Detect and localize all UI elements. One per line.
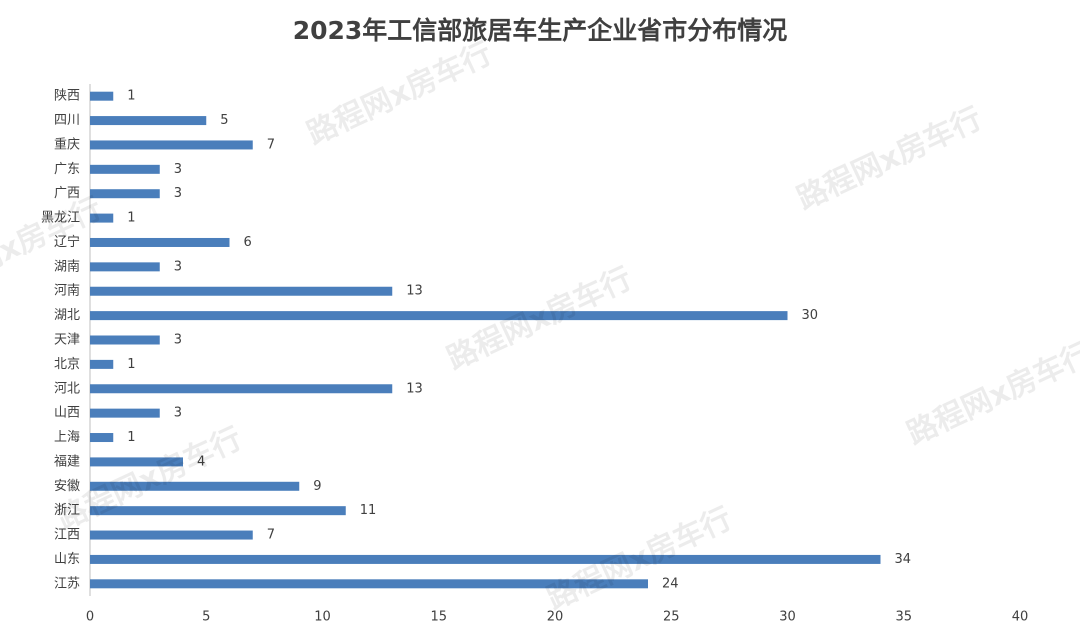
- x-tick-label: 10: [314, 610, 331, 625]
- y-tick-label: 广东: [54, 162, 80, 177]
- y-tick-label: 浙江: [54, 503, 80, 518]
- y-tick-label: 重庆: [54, 136, 80, 152]
- data-label: 30: [802, 308, 819, 323]
- data-label: 6: [244, 235, 252, 250]
- data-label: 4: [197, 454, 205, 469]
- data-label: 13: [406, 381, 423, 396]
- data-label: 3: [174, 333, 182, 348]
- bar: [90, 335, 160, 345]
- data-label: 13: [406, 284, 423, 299]
- bar: [90, 457, 183, 467]
- x-tick-label: 0: [86, 610, 94, 625]
- bar: [90, 530, 253, 540]
- bar: [90, 579, 648, 589]
- bar: [90, 116, 207, 126]
- bar: [90, 140, 253, 150]
- y-tick-label: 陕西: [54, 89, 80, 104]
- data-label: 3: [174, 406, 182, 421]
- bar: [90, 384, 393, 394]
- y-tick-label: 广西: [54, 186, 80, 201]
- data-label: 3: [174, 186, 182, 201]
- bar: [90, 262, 160, 272]
- bar: [90, 91, 114, 101]
- y-tick-label: 辽宁: [54, 234, 80, 250]
- y-tick-label: 福建: [54, 454, 80, 469]
- x-tick-label: 15: [430, 610, 447, 625]
- x-tick-label: 5: [202, 610, 210, 625]
- bar: [90, 311, 788, 321]
- y-tick-label: 湖北: [54, 308, 80, 323]
- y-tick-label: 上海: [54, 430, 80, 445]
- bar: [90, 286, 393, 296]
- data-label: 3: [174, 259, 182, 274]
- y-tick-label: 山西: [54, 406, 80, 421]
- x-tick-label: 20: [547, 610, 564, 625]
- y-tick-label: 安徽: [54, 479, 80, 494]
- bar: [90, 481, 300, 491]
- data-label: 1: [127, 357, 135, 372]
- data-label: 9: [313, 479, 321, 494]
- x-tick-label: 35: [895, 610, 912, 625]
- bar: [90, 164, 160, 174]
- bar: [90, 359, 114, 369]
- x-tick-label: 25: [663, 610, 680, 625]
- bar: [90, 213, 114, 223]
- bar: [90, 189, 160, 199]
- y-tick-label: 四川: [54, 113, 80, 128]
- y-tick-label: 江苏: [54, 575, 80, 591]
- data-label: 5: [220, 113, 228, 128]
- data-label: 1: [127, 211, 135, 226]
- data-label: 1: [127, 430, 135, 445]
- y-tick-label: 湖南: [54, 258, 80, 274]
- data-label: 1: [127, 89, 135, 104]
- data-label: 11: [360, 503, 377, 518]
- y-tick-label: 北京: [54, 357, 80, 372]
- data-label: 34: [895, 552, 912, 567]
- data-label: 7: [267, 137, 275, 152]
- data-label: 7: [267, 528, 275, 543]
- y-tick-label: 河南: [54, 283, 80, 299]
- y-tick-label: 河北: [54, 381, 80, 396]
- bar: [90, 554, 881, 564]
- chart-title: 2023年工信部旅居车生产企业省市分布情况: [293, 16, 788, 45]
- bar: [90, 433, 114, 443]
- y-tick-label: 山东: [54, 552, 80, 567]
- data-label: 3: [174, 162, 182, 177]
- y-tick-label: 江西: [54, 528, 80, 543]
- data-label: 24: [662, 576, 679, 591]
- bar: [90, 506, 346, 516]
- y-tick-label: 天津: [54, 333, 80, 348]
- x-tick-label: 40: [1012, 610, 1029, 625]
- x-tick-label: 30: [779, 610, 796, 625]
- y-tick-label: 黑龙江: [41, 211, 80, 226]
- bar: [90, 408, 160, 418]
- bar: [90, 237, 230, 247]
